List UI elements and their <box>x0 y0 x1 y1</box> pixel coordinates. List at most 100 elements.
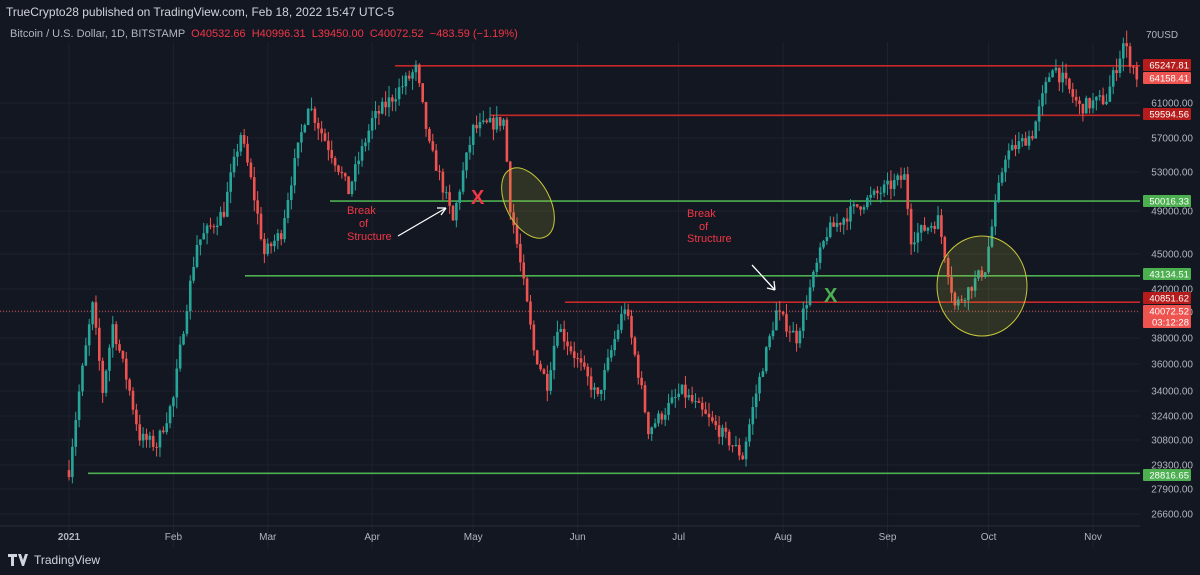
candle-body <box>569 346 573 352</box>
price-tick: 57000.00 <box>1151 134 1193 145</box>
candle-body <box>175 368 179 398</box>
highlight-ellipse-may <box>501 167 555 239</box>
candle-body <box>657 413 660 424</box>
candle-body <box>492 117 495 130</box>
candle-body <box>525 278 529 302</box>
price-label-box <box>1143 305 1191 317</box>
candle-body <box>391 97 394 102</box>
price-tick: 32400.00 <box>1151 412 1193 423</box>
candle-body <box>101 360 104 393</box>
candle-body <box>967 287 970 301</box>
candle-body <box>249 162 253 178</box>
candle-body <box>1128 46 1132 67</box>
candle-body <box>488 117 492 123</box>
annotation-text: Break <box>347 205 376 217</box>
price-tick: 29300.00 <box>1151 461 1193 472</box>
candle-body <box>842 218 846 225</box>
grid-lines <box>0 42 1140 548</box>
candle-body <box>572 351 576 359</box>
annotation-text: of <box>359 218 369 230</box>
candle-body <box>343 173 347 177</box>
candle-body <box>694 401 697 403</box>
candle-body <box>81 365 84 392</box>
price-axis-top-label: 70 <box>1146 30 1158 41</box>
price-label-text: 40851.62 <box>1149 294 1189 305</box>
time-tick: Feb <box>165 532 183 543</box>
candle-body <box>583 362 586 367</box>
candle-body <box>242 135 246 144</box>
candle-body <box>1095 96 1098 101</box>
candle-body <box>323 133 327 141</box>
candle-body <box>620 313 623 330</box>
candle-body <box>862 207 866 210</box>
price-tick: 34000.00 <box>1151 387 1193 398</box>
candle-body <box>778 310 782 312</box>
candle-body <box>822 241 825 248</box>
candle-body <box>539 364 542 370</box>
candle-body <box>151 435 155 447</box>
price-tick: 36000.00 <box>1151 360 1193 371</box>
candle-body <box>1058 67 1061 83</box>
candle-body <box>956 299 960 306</box>
candle-body <box>239 135 243 152</box>
price-label-box <box>1143 316 1191 328</box>
time-axis: 2021 Feb Mar Apr May Jun Jul Aug Sep Oct Nov <box>0 525 1140 543</box>
candle-body <box>77 391 81 421</box>
price-label-box <box>1143 72 1191 84</box>
annotation-text: of <box>699 221 709 233</box>
candle-body <box>623 309 627 314</box>
candle-body <box>562 328 566 342</box>
candle-body <box>738 444 741 456</box>
candle-body <box>515 225 519 244</box>
candle-body <box>448 192 451 206</box>
candle-body <box>178 344 182 369</box>
candle-body <box>886 180 889 185</box>
candle-body <box>532 324 536 351</box>
candle-body <box>731 445 734 447</box>
candle-body <box>549 370 552 391</box>
candle-body <box>613 339 616 351</box>
candle-body <box>505 119 509 162</box>
candle-body <box>259 213 263 240</box>
candle-body <box>407 75 411 79</box>
tradingview-icon <box>8 554 28 566</box>
candle-body <box>1031 136 1034 139</box>
candle-body <box>1098 95 1102 97</box>
candle-body <box>276 233 280 241</box>
candle-body <box>236 151 239 157</box>
candle-body <box>1041 93 1044 107</box>
candle-body <box>630 315 633 338</box>
candle-body <box>444 192 448 194</box>
candle-body <box>421 83 424 103</box>
price-tick: 27900.00 <box>1151 485 1193 496</box>
candle-body <box>296 142 300 159</box>
candle-body <box>1068 78 1071 90</box>
candle-body <box>155 446 158 448</box>
candle-body <box>67 470 71 478</box>
candle-body <box>114 324 118 345</box>
price-tick: 30800.00 <box>1151 436 1193 447</box>
price-label-box <box>1143 268 1191 280</box>
candle-body <box>128 379 131 391</box>
candle-body <box>148 435 152 440</box>
annotation-text: Structure <box>347 231 392 243</box>
time-tick: 2021 <box>58 532 81 543</box>
candle-body <box>566 341 569 347</box>
candle-body <box>370 118 374 131</box>
candle-body <box>397 87 401 100</box>
candle-body <box>1071 89 1075 97</box>
candle-body <box>350 181 354 195</box>
arrow-line <box>397 207 447 237</box>
arrow-head <box>437 207 447 216</box>
candle-body <box>1078 100 1081 105</box>
price-label-box <box>1143 292 1191 304</box>
candle-body <box>266 243 270 255</box>
candle-body <box>431 141 435 151</box>
candle-body <box>94 302 98 328</box>
candle-body <box>576 358 579 360</box>
candle-body <box>347 176 350 195</box>
candle-body <box>983 272 987 278</box>
annotation-text: Structure <box>687 233 732 245</box>
tradingview-logo: TradingView <box>8 553 100 567</box>
